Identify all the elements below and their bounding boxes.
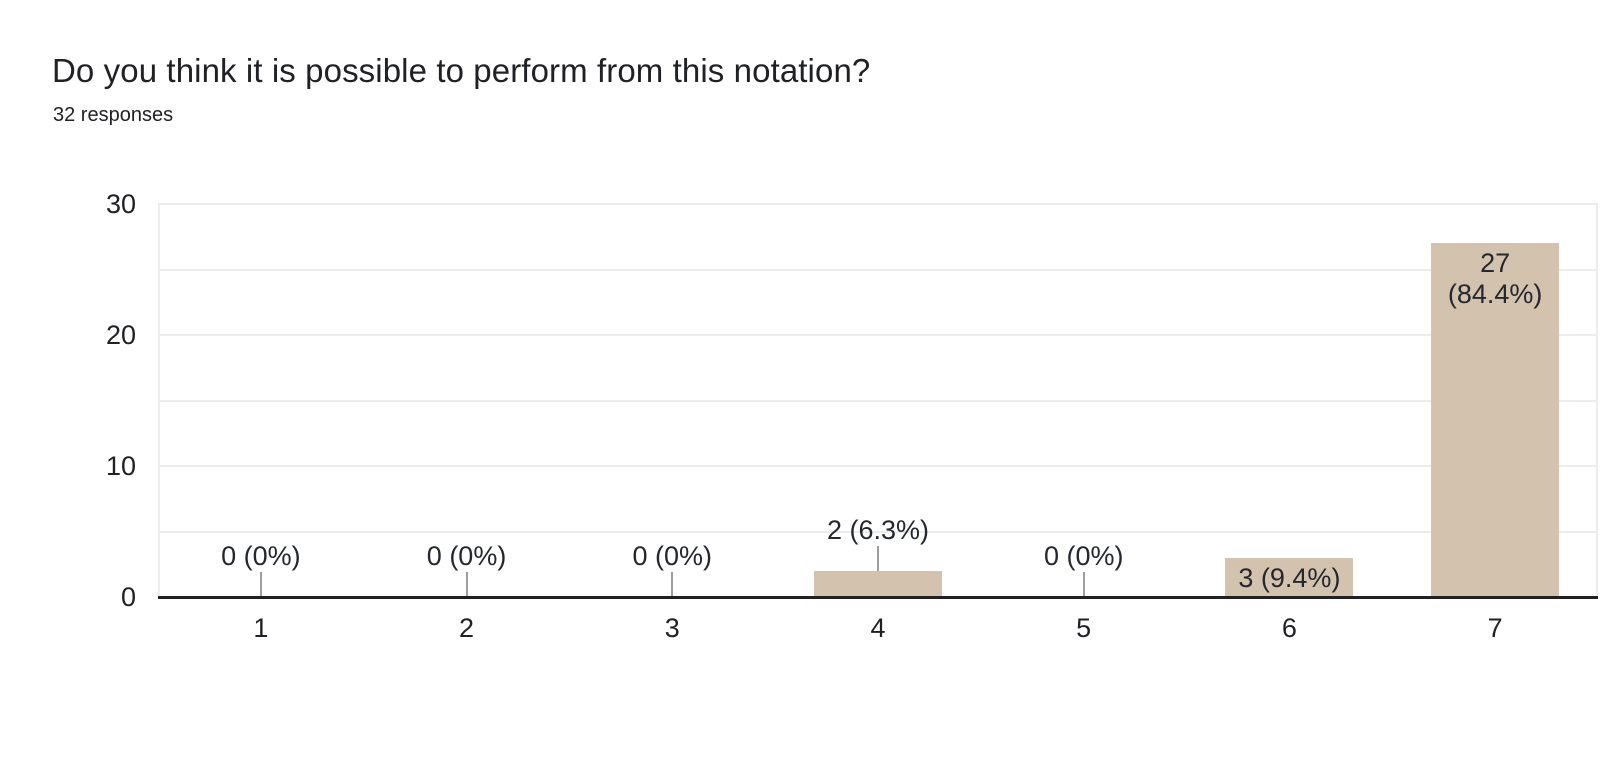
x-axis-tick-label: 7 bbox=[1487, 613, 1503, 643]
label-stem bbox=[877, 545, 879, 571]
gridline bbox=[158, 530, 1598, 533]
bar-value-label: 0 (0%) bbox=[522, 541, 822, 571]
bar-value-label-text: (84.4%) bbox=[1447, 279, 1543, 310]
bar-value-label: 3 (9.4%) bbox=[1187, 563, 1393, 594]
bar-value-label-text: 0 (0%) bbox=[426, 541, 507, 571]
bar-value-label: 2 (6.3%) bbox=[728, 515, 1028, 545]
bar-value-label-text: 3 (9.4%) bbox=[1238, 562, 1341, 593]
plot-right-edge bbox=[1596, 204, 1598, 597]
bar-value-label: 0 (0%) bbox=[317, 541, 617, 571]
x-axis-tick-label: 2 bbox=[459, 613, 475, 643]
bar-value-label: 27 (84.4%) bbox=[1392, 248, 1598, 310]
question-title: Do you think it is possible to perform f… bbox=[52, 52, 871, 89]
x-axis-line bbox=[158, 596, 1598, 599]
y-axis-tick-label: 10 bbox=[105, 451, 136, 481]
bar bbox=[1225, 557, 1354, 597]
y-axis-tick-label: 0 bbox=[120, 582, 136, 612]
gridline bbox=[158, 334, 1598, 336]
gridline bbox=[158, 268, 1598, 271]
y-axis-tick-label: 20 bbox=[105, 320, 136, 350]
bar-value-label-text: 0 (0%) bbox=[1043, 541, 1124, 571]
gridline bbox=[158, 203, 1598, 205]
x-axis-tick-label: 3 bbox=[664, 613, 680, 643]
bar-value-label-text: 0 (0%) bbox=[632, 541, 713, 571]
x-axis-tick-label: 5 bbox=[1076, 613, 1092, 643]
label-stem bbox=[671, 572, 674, 597]
label-stem bbox=[465, 572, 468, 597]
bar-value-label-text: 0 (0%) bbox=[221, 541, 301, 571]
bar-value-label: 0 (0%) bbox=[111, 541, 411, 571]
y-axis-tick-label: 30 bbox=[105, 189, 136, 219]
gridline bbox=[158, 399, 1598, 402]
x-axis-tick-label: 4 bbox=[870, 613, 886, 643]
response-count: 32 responses bbox=[53, 104, 174, 126]
bar-value-label-text: 27 bbox=[1480, 248, 1511, 279]
plot-left-edge bbox=[158, 204, 160, 597]
bar-value-label: 0 (0%) bbox=[934, 541, 1234, 571]
bar-value-label-text: 2 (6.3%) bbox=[826, 514, 930, 545]
bar bbox=[1431, 243, 1560, 597]
gridline bbox=[158, 465, 1598, 467]
x-axis-tick-label: 6 bbox=[1281, 613, 1297, 643]
x-axis-tick-label: 1 bbox=[253, 613, 269, 643]
bar bbox=[814, 570, 942, 597]
label-stem bbox=[259, 572, 262, 597]
label-stem bbox=[1082, 572, 1085, 597]
